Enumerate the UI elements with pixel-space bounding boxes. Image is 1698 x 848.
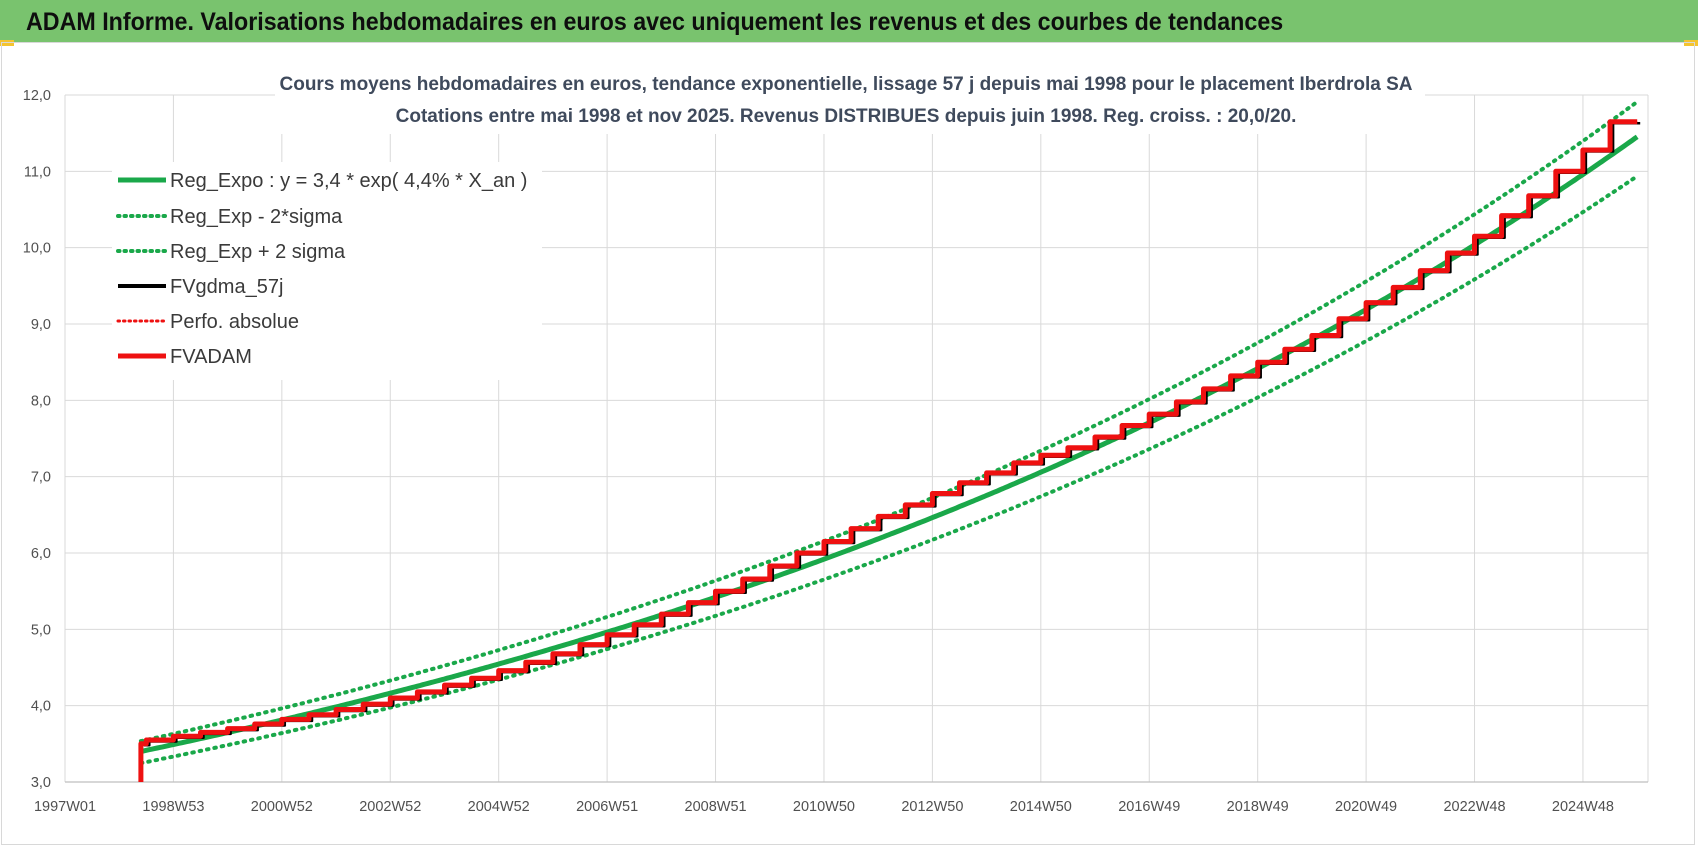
x-tick-label: 1998W53 bbox=[142, 799, 204, 815]
x-axis-ticks: 1997W01 1998W53 2000W52 2002W52 2004W52 2006W… bbox=[34, 799, 1614, 815]
legend: Reg_Expo : y = 3,4 * exp( 4,4% * X_an ) … bbox=[112, 162, 542, 380]
x-tick-label: 2016W49 bbox=[1118, 799, 1180, 815]
legend-background bbox=[112, 162, 542, 380]
report-header: ADAM Informe. Valorisations hebdomadaire… bbox=[0, 0, 1698, 43]
series-line-trend bbox=[140, 134, 1639, 754]
legend-label-lower: Reg_Exp - 2*sigma bbox=[170, 206, 343, 228]
chart-title-line-2: Cotations entre mai 1998 et nov 2025. Re… bbox=[396, 106, 1297, 127]
y-tick-label: 8,0 bbox=[31, 393, 51, 409]
x-tick-label: 2022W48 bbox=[1443, 799, 1505, 815]
y-tick-label: 6,0 bbox=[31, 546, 51, 562]
y-tick-label: 4,0 bbox=[31, 699, 51, 715]
series-lines bbox=[138, 99, 1641, 783]
y-tick-label: 3,0 bbox=[31, 775, 51, 791]
x-tick-label: 2008W51 bbox=[685, 799, 747, 815]
chart-frame bbox=[1, 42, 1695, 845]
x-tick-label: 2004W52 bbox=[468, 799, 530, 815]
legend-label-fvadam: FVADAM bbox=[170, 346, 252, 368]
y-tick-label: 12,0 bbox=[23, 88, 51, 104]
y-tick-label: 5,0 bbox=[31, 622, 51, 638]
y-tick-label: 11,0 bbox=[24, 164, 51, 180]
chart-title-line-1: Cours moyens hebdomadaires en euros, ten… bbox=[280, 74, 1413, 95]
y-axis-ticks: 3,0 4,0 5,0 6,0 7,0 8,0 9,0 10,0 11,0 12,0 bbox=[23, 88, 51, 791]
x-tick-label: 2020W49 bbox=[1335, 799, 1397, 815]
x-tick-label: 2010W50 bbox=[793, 799, 855, 815]
corner-marker-right bbox=[1684, 40, 1698, 46]
legend-label-perfo: Perfo. absolue bbox=[170, 311, 299, 333]
corner-marker-left bbox=[0, 40, 14, 46]
x-tick-label: 2014W50 bbox=[1010, 799, 1072, 815]
x-tick-label: 1997W01 bbox=[34, 799, 96, 815]
series-line-perfo bbox=[140, 120, 1638, 783]
y-tick-label: 9,0 bbox=[31, 317, 51, 333]
chart-title-background bbox=[275, 62, 1425, 134]
x-tick-label: 2002W52 bbox=[359, 799, 421, 815]
legend-label-trend: Reg_Expo : y = 3,4 * exp( 4,4% * X_an ) bbox=[170, 170, 527, 192]
report-title: ADAM Informe. Valorisations hebdomadaire… bbox=[26, 8, 1284, 36]
legend-label-fvgdma: FVgdma_57j bbox=[170, 276, 283, 298]
y-tick-label: 7,0 bbox=[31, 470, 51, 486]
x-tick-label: 2012W50 bbox=[901, 799, 963, 815]
chart-title: Cours moyens hebdomadaires en euros, ten… bbox=[275, 62, 1425, 134]
x-tick-label: 2018W49 bbox=[1227, 799, 1289, 815]
y-tick-label: 10,0 bbox=[23, 241, 51, 257]
x-tick-label: 2006W51 bbox=[576, 799, 638, 815]
x-tick-label: 2000W52 bbox=[251, 799, 313, 815]
legend-label-upper: Reg_Exp + 2 sigma bbox=[170, 241, 346, 263]
series-line-lower-band bbox=[138, 174, 1640, 766]
x-tick-label: 2024W48 bbox=[1552, 799, 1614, 815]
